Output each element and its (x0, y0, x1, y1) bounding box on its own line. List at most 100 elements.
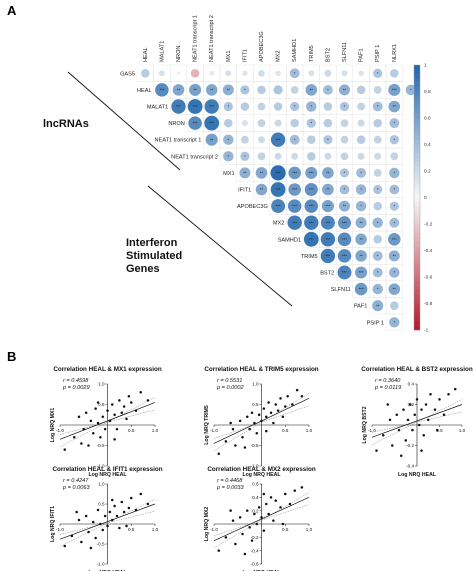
scatter-y-tick-label: 0.4 (252, 495, 259, 500)
scatter-point (260, 516, 263, 519)
scatter-point (265, 415, 268, 419)
scatter-r-value: r = 0.4598 (63, 378, 89, 384)
significance-mark: * (377, 187, 379, 192)
significance-mark: * (377, 104, 379, 109)
label-isg-line-3: Genes (126, 263, 160, 275)
scatter-y-tick-label: -0.5 (251, 443, 259, 448)
scatter-y-tick-label: -1.0 (251, 464, 259, 469)
corr-circle-apobec3g-mx2 (271, 199, 286, 214)
corr-circle-mx1-psip-1 (373, 168, 382, 177)
corr-circle-malat1-nron (171, 99, 186, 114)
panel-b-letter: B (7, 349, 16, 364)
colorbar-tick-label: 0 (424, 195, 427, 201)
corr-circle-mx1-trim5 (305, 166, 318, 179)
significance-mark: ** (376, 303, 380, 308)
corr-circle-ifit1-psip-1 (373, 184, 383, 195)
scatter-point (418, 423, 421, 427)
scatter-panel-5: Correlation HEAL & MX2 expression-1.0 0.5… (204, 466, 316, 571)
corr-circle-heal-paf1 (356, 85, 366, 95)
scatter-x-tick-label: 1.0 (306, 527, 313, 532)
significance-mark: * (360, 187, 362, 192)
corr-circle-nron-slfn11 (340, 119, 349, 128)
column-label-trim5: TRIM5 (309, 45, 315, 62)
corr-circle-heal-bst2 (322, 84, 333, 95)
scatter-point (89, 419, 93, 423)
corr-circle-trim5-nlrx1 (388, 250, 400, 262)
corr-circle-nron-nlrx1 (389, 118, 400, 129)
corr-circle-heal-nron (172, 84, 185, 96)
scatter-point (409, 403, 412, 406)
label-isg-line-1: Interferon (126, 237, 178, 249)
colorbar-tick-label: 0.8 (424, 89, 431, 95)
row-label-nron: NRON (168, 121, 184, 127)
column-label-apobec3g: APOBEC3G (259, 31, 265, 62)
scatter-r-value: r = 0.5531 (217, 378, 242, 384)
scatter-panel-3: Correlation HEAL & BST2 expression -1.0 0.… (361, 366, 473, 478)
scatter-point (115, 427, 119, 431)
scatter-x-tick-label: -1.0 (56, 527, 64, 532)
scatter-point (291, 403, 294, 406)
corr-circle-mx2-nlrx1 (389, 217, 400, 228)
corr-circle-gas5-mx2 (275, 70, 281, 77)
scatter-x-tick-label: 1.0 (306, 428, 313, 433)
colorbar-segment (414, 290, 420, 295)
scatter-point (375, 449, 378, 452)
corr-circle-bst2-psip-1 (372, 267, 383, 278)
significance-mark: * (360, 171, 362, 176)
scatter-point (267, 512, 270, 516)
column-label-neat1-transcript-2: NEAT1 transcript 2 (209, 15, 215, 62)
colorbar-segment (414, 131, 420, 136)
colorbar-segment (414, 113, 420, 119)
scatter-point (108, 419, 112, 423)
corr-circle-heal-neat1-transcript-2 (205, 84, 218, 96)
significance-mark: * (410, 88, 412, 93)
scatter-point (94, 536, 97, 540)
colorbar-segment (414, 224, 420, 229)
panel-a-letter: A (7, 3, 17, 18)
scatter-point (391, 444, 394, 447)
corr-circle-mx1-samhd1 (288, 166, 301, 180)
scatter-point (87, 530, 90, 534)
colorbar-segment (414, 175, 420, 181)
corr-circle-samhd1-bst2 (320, 232, 336, 247)
corr-circle-gas5-samhd1 (289, 68, 300, 79)
scatter-point (130, 496, 133, 500)
colorbar-tick-label: -0.6 (424, 275, 433, 281)
colorbar-segment (414, 210, 420, 216)
scatter-point (231, 427, 235, 431)
scatter-y-tick-label: 0.5 (98, 402, 105, 407)
scatter-fit-line (59, 503, 156, 540)
significance-mark: ** (243, 171, 247, 176)
corr-circle-bst2-paf1 (355, 266, 368, 279)
scatter-point (422, 434, 425, 437)
scatter-y-label: Log NRQ MX2 (204, 507, 210, 542)
scatter-point (106, 409, 109, 412)
corr-circle-psip-1-nlrx1 (389, 317, 400, 328)
significance-mark: *** (292, 171, 297, 176)
scatter-point (281, 522, 285, 526)
corr-circle-ifit1-bst2 (322, 183, 334, 196)
corr-circle-mx1-mx2 (270, 165, 286, 181)
significance-mark: * (393, 137, 395, 142)
scatter-point (281, 415, 285, 419)
significance-mark: * (310, 104, 312, 109)
row-label-ifit1: IFIT1 (238, 188, 251, 194)
colorbar-segment (414, 272, 420, 278)
scatter-x-tick-label: 1.0 (152, 527, 159, 532)
divider-line-isg (147, 185, 293, 307)
scatter-point (122, 510, 126, 514)
scatter-y-tick-label: -0.6 (251, 562, 259, 567)
corr-circle-apobec3g-paf1 (355, 200, 367, 212)
scatter-point (224, 536, 228, 539)
scatter-x-tick-label: -1.0 (56, 428, 64, 433)
scatter-fit-line (213, 497, 310, 541)
significance-mark: *** (292, 220, 297, 225)
row-label-psip-1: PSIP 1 (367, 320, 384, 326)
corr-circle-samhd1-psip-1 (373, 235, 382, 244)
colorbar-segment (414, 87, 420, 92)
significance-mark: *** (276, 137, 281, 142)
significance-mark: * (294, 104, 296, 109)
scatter-panel-2: Correlation HEAL & TRIM5 expression -1.0 0… (204, 366, 319, 478)
corr-circle-ifit1-trim5 (304, 182, 318, 197)
corr-circle-malat1-mx2 (273, 102, 283, 111)
